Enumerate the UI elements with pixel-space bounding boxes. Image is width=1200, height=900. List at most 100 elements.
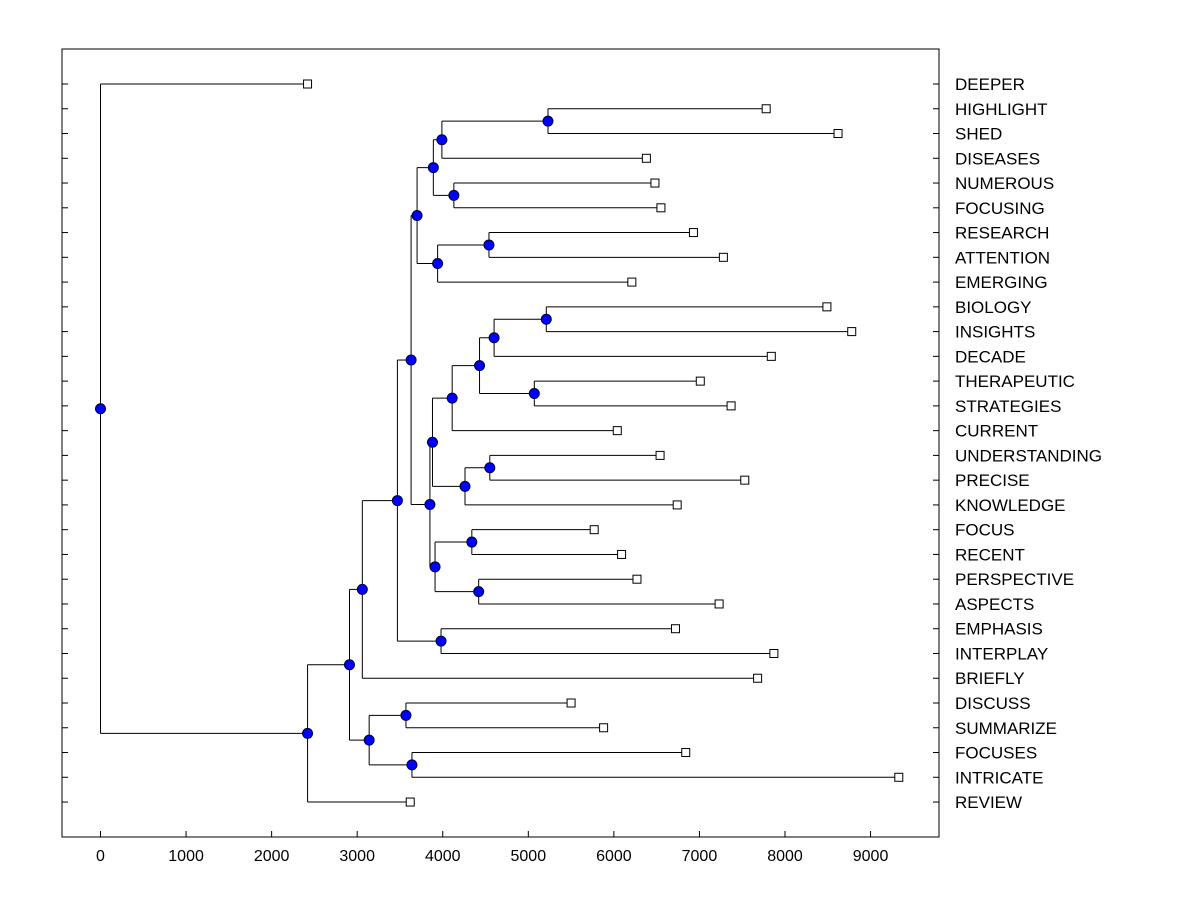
x-tick-label: 6000 bbox=[596, 848, 632, 865]
leaf-marker bbox=[632, 574, 642, 584]
merge-node bbox=[474, 360, 486, 372]
leaf-marker bbox=[761, 104, 771, 114]
leaf-label: CURRENT bbox=[955, 422, 1038, 441]
x-tick-label: 4000 bbox=[425, 848, 461, 865]
leaf-label: EMERGING bbox=[955, 273, 1048, 292]
plot-frame bbox=[61, 48, 940, 838]
leaf-marker bbox=[753, 673, 763, 683]
merge-node bbox=[391, 495, 403, 507]
leaf-marker bbox=[740, 475, 750, 485]
leaf-label: NUMEROUS bbox=[955, 174, 1054, 193]
leaf-label: THERAPEUTIC bbox=[955, 372, 1075, 391]
merge-node bbox=[435, 635, 447, 647]
leaf-marker bbox=[405, 797, 415, 807]
merge-node bbox=[466, 536, 478, 548]
leaf-markers bbox=[303, 79, 904, 807]
leaf-marker bbox=[672, 500, 682, 510]
x-tick-label: 3000 bbox=[339, 848, 375, 865]
leaf-marker bbox=[641, 153, 651, 163]
merge-node bbox=[459, 480, 471, 492]
leaf-label: DISCUSS bbox=[955, 694, 1031, 713]
leaf-marker bbox=[681, 748, 691, 758]
leaf-label: SHED bbox=[955, 125, 1002, 144]
merge-node bbox=[429, 561, 441, 573]
merge-node bbox=[483, 239, 495, 251]
merge-node bbox=[426, 436, 438, 448]
merge-node bbox=[448, 189, 460, 201]
merge-node bbox=[363, 734, 375, 746]
merge-node bbox=[405, 354, 417, 366]
leaf-label: DISEASES bbox=[955, 149, 1040, 168]
merge-node bbox=[424, 499, 436, 511]
x-axis: 0 1000 2000 3000 4000 5000 6000 7000 8000 9000 bbox=[96, 831, 888, 865]
merge-node bbox=[436, 134, 448, 146]
leaf-label: REVIEW bbox=[955, 793, 1022, 812]
leaf-marker bbox=[769, 648, 779, 658]
leaf-labels: DEEPER HIGHLIGHT SHED DISEASES NUMEROUS FOCUS… bbox=[955, 75, 1102, 812]
leaf-marker bbox=[655, 450, 665, 460]
leaf-label: KNOWLEDGE bbox=[955, 496, 1066, 515]
leaf-marker bbox=[656, 203, 666, 213]
x-tick-label: 9000 bbox=[853, 848, 889, 865]
leaf-label: HIGHLIGHT bbox=[955, 100, 1048, 119]
leaf-label: INTERPLAY bbox=[955, 644, 1048, 663]
merge-node bbox=[302, 727, 314, 739]
leaf-label: SUMMARIZE bbox=[955, 719, 1057, 738]
leaf-label: RECENT bbox=[955, 545, 1025, 564]
leaf-marker bbox=[833, 129, 843, 139]
merge-node bbox=[406, 759, 418, 771]
merge-node bbox=[473, 586, 485, 598]
leaf-label: ASPECTS bbox=[955, 595, 1034, 614]
merge-node bbox=[446, 392, 458, 404]
merge-node bbox=[427, 162, 439, 174]
leaf-ticks bbox=[62, 83, 939, 803]
leaf-marker bbox=[303, 79, 313, 89]
leaf-label: FOCUSING bbox=[955, 199, 1045, 218]
merge-node bbox=[540, 313, 552, 325]
x-tick-label: 8000 bbox=[767, 848, 803, 865]
merge-node bbox=[356, 583, 368, 595]
leaf-label: STRATEGIES bbox=[955, 397, 1061, 416]
leaf-label: BRIEFLY bbox=[955, 669, 1025, 688]
leaf-marker bbox=[847, 327, 857, 337]
x-tick-label: 2000 bbox=[254, 848, 290, 865]
leaf-label: PRECISE bbox=[955, 471, 1030, 490]
merge-node bbox=[95, 403, 107, 415]
leaf-marker bbox=[650, 178, 660, 188]
leaf-marker bbox=[612, 426, 622, 436]
leaf-marker bbox=[566, 698, 576, 708]
merge-node bbox=[488, 332, 500, 344]
leaf-marker bbox=[627, 277, 637, 287]
leaf-marker bbox=[617, 549, 627, 559]
x-tick-label: 0 bbox=[96, 848, 105, 865]
leaf-marker bbox=[822, 302, 832, 312]
merge-node bbox=[343, 659, 355, 671]
leaf-label: DECADE bbox=[955, 347, 1026, 366]
leaf-label: PERSPECTIVE bbox=[955, 570, 1074, 589]
leaf-marker bbox=[766, 351, 776, 361]
leaf-label: INTRICATE bbox=[955, 768, 1043, 787]
x-tick-label: 1000 bbox=[168, 848, 204, 865]
leaf-marker bbox=[718, 252, 728, 262]
leaf-marker bbox=[726, 401, 736, 411]
leaf-marker bbox=[599, 723, 609, 733]
leaf-label: UNDERSTANDING bbox=[955, 446, 1102, 465]
x-tick-label: 5000 bbox=[511, 848, 547, 865]
merge-node bbox=[528, 388, 540, 399]
merge-node bbox=[432, 258, 444, 270]
merge-node bbox=[400, 709, 412, 721]
leaf-marker bbox=[688, 228, 698, 238]
leaf-label: FOCUSES bbox=[955, 744, 1037, 763]
leaf-label: INSIGHTS bbox=[955, 323, 1035, 342]
leaf-marker bbox=[695, 376, 705, 386]
leaf-label: DEEPER bbox=[955, 75, 1025, 94]
dendrogram-links bbox=[100, 83, 899, 803]
merge-node bbox=[411, 210, 423, 222]
node-markers bbox=[95, 115, 554, 771]
leaf-label: RESEARCH bbox=[955, 224, 1049, 243]
leaf-label: ATTENTION bbox=[955, 248, 1050, 267]
leaf-label: BIOLOGY bbox=[955, 298, 1032, 317]
merge-node bbox=[484, 462, 496, 474]
leaf-marker bbox=[589, 525, 599, 535]
